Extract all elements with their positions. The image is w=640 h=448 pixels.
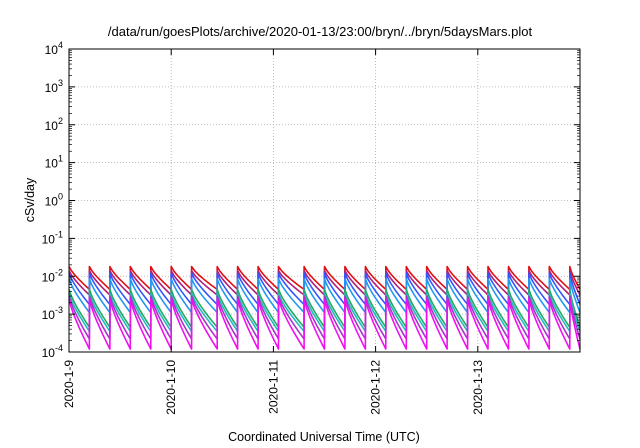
series-line-3 bbox=[68, 278, 581, 314]
y-tick-label: 10-1 bbox=[42, 229, 63, 246]
x-tick-label: 2020-1-10 bbox=[164, 360, 178, 415]
series-line-4 bbox=[68, 288, 581, 329]
y-tick-label: 10-2 bbox=[42, 267, 63, 284]
series-line-5 bbox=[68, 292, 581, 333]
y-tick-label: 103 bbox=[45, 78, 63, 95]
y-tick-label: 100 bbox=[45, 192, 63, 209]
chart-title: /data/run/goesPlots/archive/2020-01-13/2… bbox=[108, 24, 533, 39]
x-tick-label: 2020-1-9 bbox=[62, 360, 76, 408]
y-tick-label: 10-3 bbox=[42, 305, 63, 322]
x-tick-label: 2020-1-12 bbox=[369, 360, 383, 415]
y-ticks: 10-4 10-3 10-2 10-1 100 101 102 103 104 bbox=[42, 40, 580, 360]
series-line-6 bbox=[68, 295, 581, 340]
y-tick-label: 104 bbox=[45, 40, 63, 57]
series-line-2 bbox=[68, 272, 581, 306]
y-tick-label: 10-4 bbox=[42, 343, 63, 360]
series-line-0 bbox=[68, 265, 581, 291]
y-tick-label: 101 bbox=[45, 154, 63, 171]
series-group bbox=[68, 265, 581, 350]
y-tick-label: 102 bbox=[45, 116, 63, 133]
x-tick-label: 2020-1-13 bbox=[471, 360, 485, 415]
y-axis-label: cSv/day bbox=[23, 177, 37, 222]
series-line-1 bbox=[68, 269, 581, 296]
series-line-7 bbox=[68, 298, 581, 350]
x-axis-label: Coordinated Universal Time (UTC) bbox=[228, 430, 420, 444]
x-ticks: 2020-1-9 2020-1-10 2020-1-11 2020-1-12 2020-… bbox=[62, 49, 485, 415]
x-tick-label: 2020-1-11 bbox=[266, 360, 280, 414]
